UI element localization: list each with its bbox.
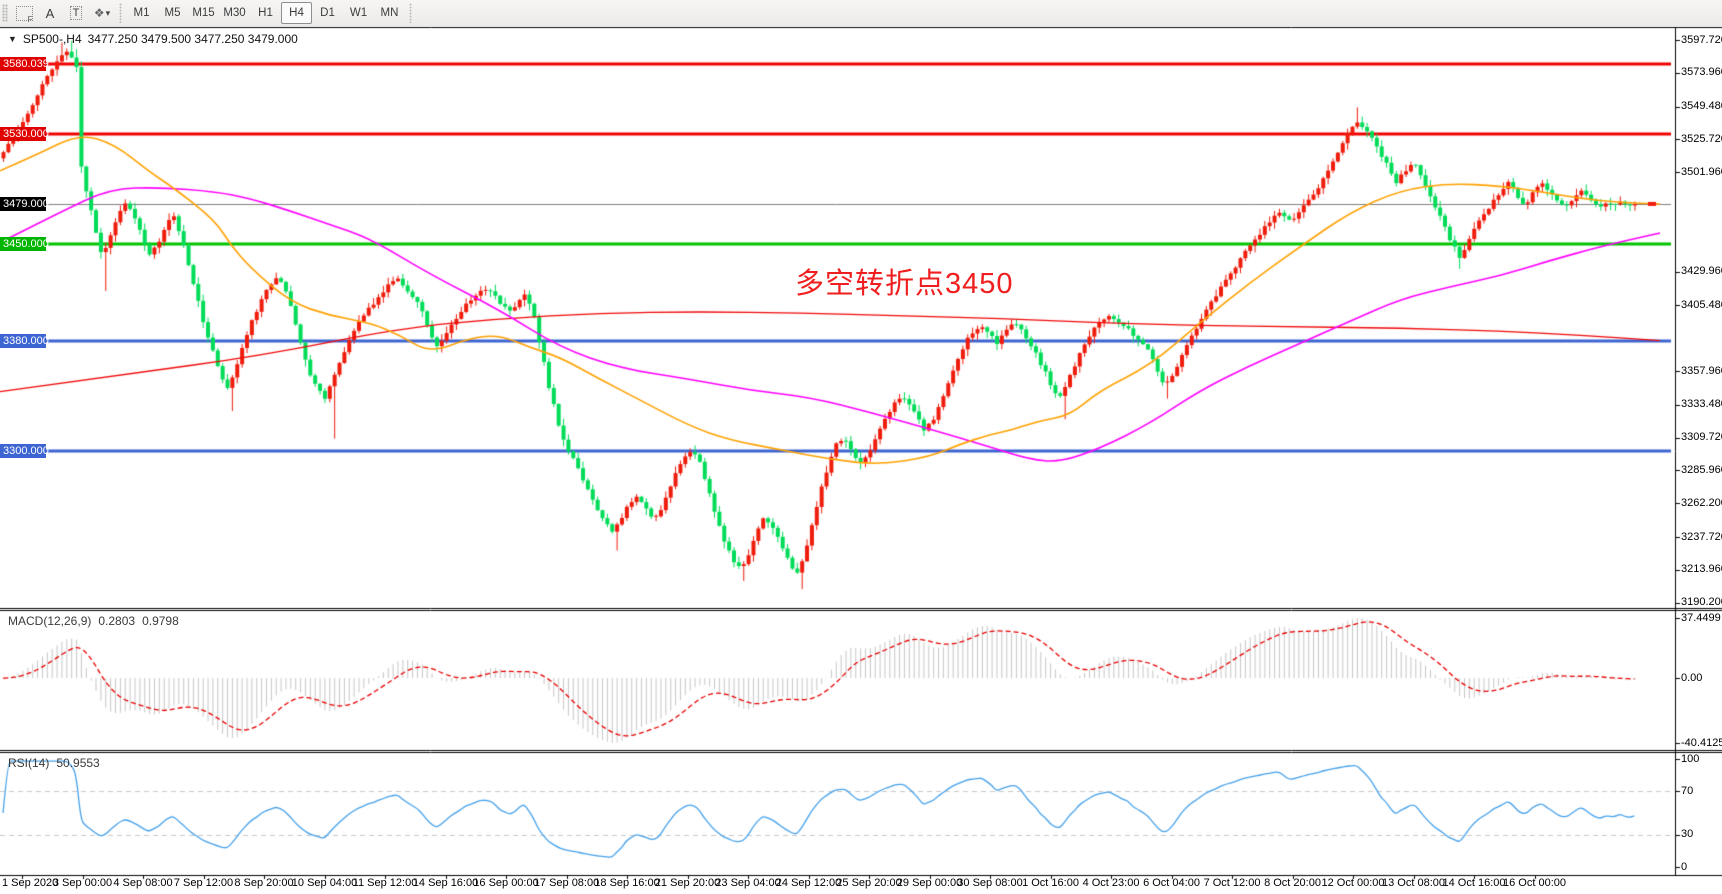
- macd-signal-value: 0.9798: [142, 614, 179, 628]
- rsi-axis-label: 70: [1681, 784, 1694, 797]
- time-axis-label: 8 Oct 20:00: [1264, 877, 1321, 889]
- chart-window: ▼ SP500-,H4 3477.250 3479.500 3477.250 3…: [0, 26, 1722, 894]
- timeframe-group: M1 M5 M15 M30 H1 H4 D1 W1 MN: [126, 2, 405, 24]
- timeframe-button-mn[interactable]: MN: [380, 7, 399, 19]
- price-axis-label: 3549.480: [1681, 100, 1722, 113]
- price-axis-label: 3285.960: [1681, 463, 1722, 476]
- time-axis-label: 24 Sep 12:00: [775, 877, 842, 889]
- time-axis-label: 8 Sep 20:00: [234, 877, 294, 889]
- price-badge: 3300.000: [0, 444, 49, 459]
- time-axis-label: 25 Sep 20:00: [836, 877, 902, 889]
- time-axis-label: 13 Oct 08:00: [1382, 877, 1445, 889]
- chart-title: ▼ SP500-,H4 3477.250 3479.500 3477.250 3…: [8, 32, 298, 46]
- time-axis-label: 7 Oct 12:00: [1203, 877, 1261, 889]
- time-axis-label: 1 Oct 16:00: [1022, 877, 1079, 889]
- macd-axis-label: -40.4125: [1681, 736, 1722, 749]
- toolbar-separator: [119, 3, 122, 23]
- price-badge: 3530.000: [0, 126, 49, 141]
- price-axis-label: 3333.480: [1681, 398, 1722, 411]
- chart-canvas[interactable]: [0, 26, 1722, 894]
- macd-indicator-label: MACD(12,26,9) 0.2803 0.9798: [8, 614, 179, 628]
- dropdown-caret-icon: ▾: [105, 7, 111, 18]
- chart-text-annotation[interactable]: 多空转折点3450: [795, 268, 1014, 300]
- time-axis-label: 4 Oct 23:00: [1082, 877, 1140, 889]
- time-axis-label: 16 Sep 00:00: [473, 877, 539, 889]
- price-axis-label: 3190.200: [1681, 596, 1722, 609]
- timeframe-button-h4[interactable]: H4: [281, 2, 312, 24]
- cycle-colors-button[interactable]: ❖ ▾: [90, 2, 114, 24]
- text-box-button[interactable]: T: [64, 2, 88, 24]
- timeframe-button-w1[interactable]: W1: [349, 7, 368, 19]
- time-axis-label: 18 Sep 16:00: [594, 877, 660, 889]
- price-axis-label: 3213.960: [1681, 563, 1722, 576]
- time-axis-label: 14 Oct 16:00: [1442, 877, 1506, 889]
- cycle-colors-icon: ❖: [93, 6, 105, 20]
- time-axis-label: 3 Sep 00:00: [52, 877, 113, 889]
- price-axis-label: 3573.960: [1681, 66, 1722, 79]
- price-axis-label: 3309.720: [1681, 431, 1722, 444]
- time-axis-label: 14 Sep 16:00: [412, 877, 479, 889]
- price-axis-label: 3501.960: [1681, 165, 1722, 178]
- top-toolbar: F A T ❖ ▾ M1 M5 M15 M30 H1 H4 D1 W1 MN: [0, 0, 1722, 27]
- price-badge: 3450.000: [0, 236, 49, 251]
- ohlc-values: 3477.250 3479.500 3477.250 3479.000: [87, 32, 298, 46]
- time-axis-label: 30 Sep 08:00: [957, 877, 1023, 889]
- price-axis-label: 3429.960: [1681, 265, 1722, 278]
- macd-main-value: 0.2803: [98, 614, 136, 628]
- timeframe-button-m15[interactable]: M15: [192, 7, 215, 19]
- panel-resize-handle[interactable]: [0, 606, 1722, 612]
- price-axis-label: 3597.720: [1681, 33, 1722, 46]
- rsi-axis-label: 100: [1681, 752, 1700, 765]
- macd-name: MACD(12,26,9): [8, 614, 92, 628]
- auto-scroll-button[interactable]: F: [12, 2, 36, 24]
- macd-axis-label: 0.00: [1681, 671, 1703, 684]
- time-axis-label: 21 Sep 20:00: [654, 877, 721, 889]
- timeframe-button-m5[interactable]: M5: [164, 7, 181, 19]
- toolbar-grip[interactable]: [2, 4, 8, 22]
- time-axis-label: 17 Sep 08:00: [533, 877, 600, 889]
- text-label-button[interactable]: A: [38, 2, 62, 24]
- price-axis-label: 3262.200: [1681, 496, 1722, 509]
- time-axis-label: 7 Sep 12:00: [173, 877, 234, 889]
- timeframe-button-d1[interactable]: D1: [320, 7, 335, 19]
- time-axis-label: 1 Sep 2020: [2, 877, 59, 889]
- toolbar-separator: [409, 3, 412, 23]
- price-axis-label: 3405.480: [1681, 298, 1722, 311]
- rsi-indicator-label: RSI(14) 50.9553: [8, 756, 100, 770]
- price-axis-label: 3525.720: [1681, 132, 1722, 145]
- time-axis-label: 23 Sep 04:00: [715, 877, 781, 889]
- time-axis-label: 10 Sep 04:00: [291, 877, 358, 889]
- price-badge: 3380.000: [0, 333, 49, 348]
- time-axis-label: 4 Sep 08:00: [113, 877, 173, 889]
- timeframe-button-m30[interactable]: M30: [223, 7, 246, 19]
- time-axis-label: 16 Oct 00:00: [1503, 877, 1566, 889]
- rsi-axis-label: 30: [1681, 828, 1694, 841]
- price-axis-label: 3357.960: [1681, 364, 1722, 377]
- text-label-icon: A: [45, 5, 55, 21]
- timeframe-button-m1[interactable]: M1: [133, 7, 150, 19]
- auto-scroll-icon: F: [15, 5, 33, 24]
- time-axis-label: 29 Sep 00:00: [896, 877, 963, 889]
- rsi-value: 50.9553: [56, 756, 100, 770]
- text-box-icon: T: [69, 6, 83, 20]
- time-axis-label: 11 Sep 12:00: [352, 877, 418, 889]
- time-axis-label: 12 Oct 00:00: [1321, 877, 1385, 889]
- panel-resize-handle[interactable]: [0, 748, 1722, 754]
- price-badge: 3479.000: [0, 196, 49, 211]
- rsi-axis-label: 0: [1681, 860, 1688, 873]
- price-axis-label: 3237.720: [1681, 530, 1722, 543]
- rsi-name: RSI(14): [8, 756, 50, 770]
- time-axis-label: 6 Oct 04:00: [1143, 877, 1200, 889]
- price-badge: 3580.039: [0, 57, 49, 72]
- timeframe-button-h1[interactable]: H1: [258, 7, 273, 19]
- collapse-arrow-icon[interactable]: ▼: [8, 34, 17, 44]
- macd-axis-label: 37.4499: [1681, 611, 1721, 624]
- symbol-period-label: SP500-,H4: [22, 32, 82, 46]
